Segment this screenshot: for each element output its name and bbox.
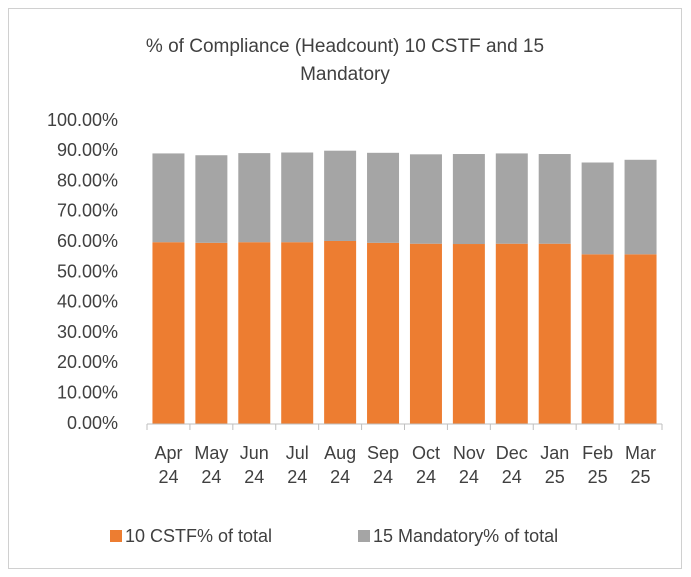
bar-segment [367, 152, 400, 243]
bar-segment [409, 243, 442, 424]
bar-segment [324, 150, 357, 241]
x-tick-label: Apr 24 [154, 443, 183, 487]
x-tick-label: Nov 24 [452, 443, 485, 487]
bar-segment [281, 152, 314, 243]
bar-segment [324, 240, 357, 424]
y-tick-label: 80.00% [57, 170, 118, 190]
y-tick-label: 20.00% [57, 352, 118, 372]
bar-segment [367, 242, 400, 424]
y-tick-label: 40.00% [57, 292, 118, 312]
bar-segment [624, 254, 657, 424]
chart-border [8, 8, 682, 569]
x-tick-label: Mar 25 [625, 443, 657, 487]
bar-segment [281, 242, 314, 424]
chart-title: % of Compliance (Headcount) 10 CSTF and … [145, 36, 545, 85]
legend-label: 10 CSTF% of total [125, 526, 272, 546]
bar-segment [452, 154, 485, 245]
x-tick-label: Aug 24 [324, 443, 357, 487]
x-tick-label: Dec 24 [495, 443, 528, 487]
legend-swatch [358, 530, 370, 542]
bar-segment [152, 242, 185, 424]
legend-label: 15 Mandatory% of total [373, 526, 558, 546]
bar-segment [152, 153, 185, 243]
y-tick-label: 90.00% [57, 140, 118, 160]
bar-segment [195, 155, 228, 243]
y-tick-label: 30.00% [57, 322, 118, 342]
bar-segment [495, 153, 528, 244]
x-tick-label: Feb 25 [582, 443, 614, 487]
y-tick-label: 50.00% [57, 261, 118, 281]
bar-segment [495, 243, 528, 424]
y-tick-label: 0.00% [67, 413, 118, 433]
bar-segment [538, 243, 571, 424]
x-tick-label: Oct 24 [411, 443, 440, 487]
legend-swatch [110, 530, 122, 542]
bar-segment [538, 154, 571, 244]
x-tick-label: Jul 24 [285, 443, 309, 487]
bar-segment [624, 159, 657, 255]
bar-segment [581, 254, 614, 424]
bar-segment [238, 153, 271, 243]
y-tick-label: 70.00% [57, 201, 118, 221]
bar-segment [581, 162, 614, 255]
bar-segment [452, 244, 485, 424]
y-tick-label: 100.00% [47, 110, 118, 130]
x-tick-label: Jan 25 [540, 443, 570, 487]
y-tick-label: 60.00% [57, 231, 118, 251]
bar-segment [238, 242, 271, 424]
bar-segment [409, 154, 442, 244]
x-tick-label: May 24 [194, 443, 229, 487]
bar-segment [195, 242, 228, 424]
x-tick-label: Jun 24 [239, 443, 269, 487]
x-tick-label: Sep 24 [367, 443, 400, 487]
y-tick-label: 10.00% [57, 382, 118, 402]
